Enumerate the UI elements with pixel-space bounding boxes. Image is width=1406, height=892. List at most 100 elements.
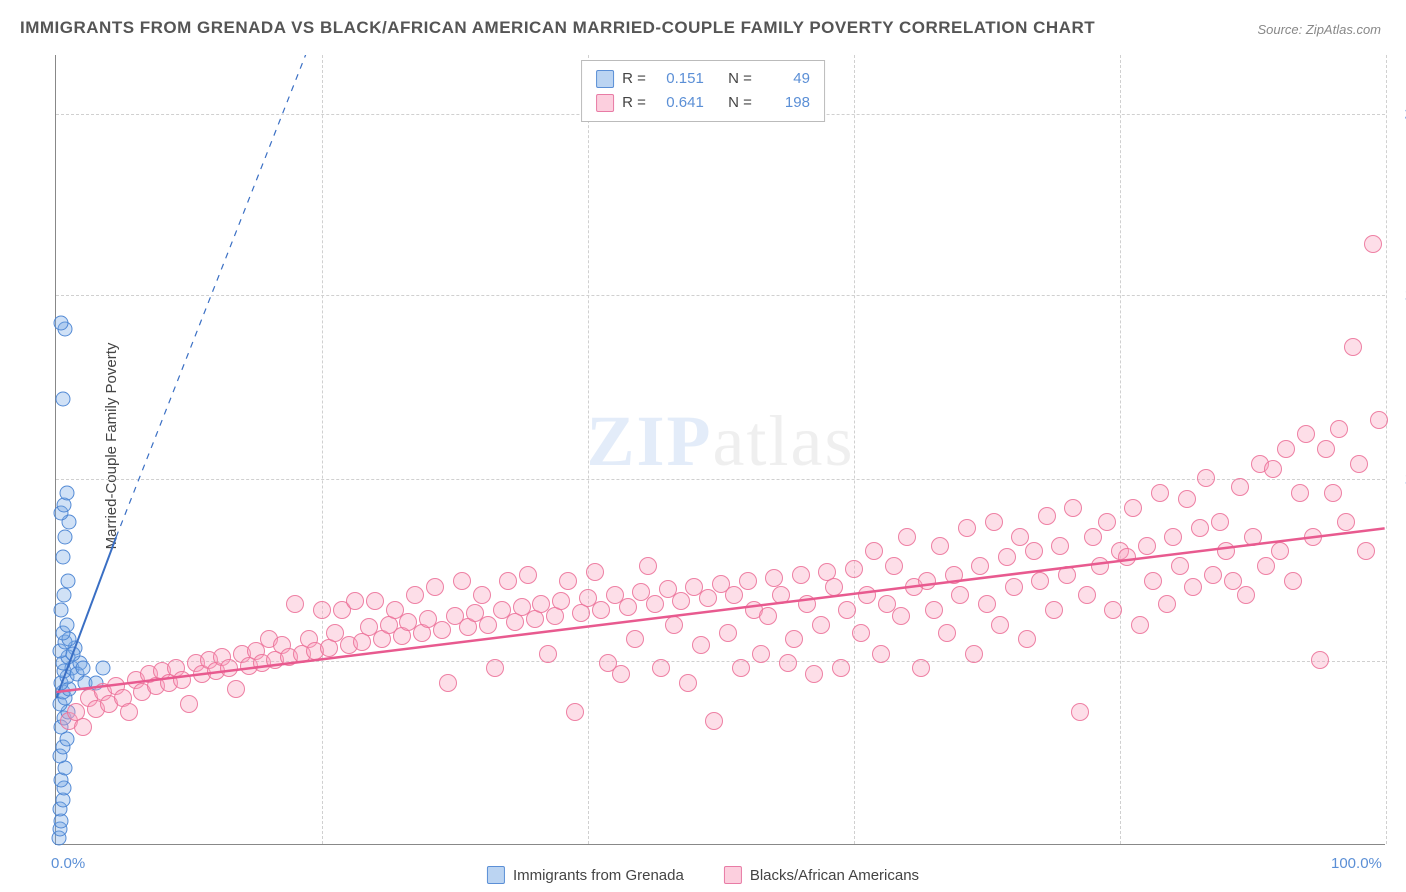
data-point (60, 573, 75, 588)
data-point (439, 674, 457, 692)
data-point (1277, 440, 1295, 458)
data-point (1131, 616, 1149, 634)
data-point (220, 659, 238, 677)
data-point (58, 529, 73, 544)
data-point (998, 548, 1016, 566)
data-point (66, 646, 81, 661)
data-point (1337, 513, 1355, 531)
gridline-v (1120, 55, 1121, 844)
data-point (838, 601, 856, 619)
data-point (1311, 651, 1329, 669)
data-point (1005, 578, 1023, 596)
r-value: 0.641 (654, 91, 704, 115)
data-point (931, 537, 949, 555)
data-point (619, 598, 637, 616)
data-point (951, 586, 969, 604)
data-point (1151, 484, 1169, 502)
data-point (639, 557, 657, 575)
data-point (1231, 478, 1249, 496)
legend-swatch (596, 94, 614, 112)
data-point (1297, 425, 1315, 443)
data-point (1217, 542, 1235, 560)
data-point (1178, 490, 1196, 508)
data-point (1064, 499, 1082, 517)
data-point (892, 607, 910, 625)
data-point (473, 586, 491, 604)
x-tick-label: 0.0% (51, 855, 85, 872)
data-point (752, 645, 770, 663)
watermark: ZIPatlas (587, 400, 855, 483)
data-point (672, 592, 690, 610)
data-point (180, 695, 198, 713)
data-point (1031, 572, 1049, 590)
data-point (406, 586, 424, 604)
gridline-v (1386, 55, 1387, 844)
series-legend: Immigrants from GrenadaBlacks/African Am… (487, 866, 919, 884)
data-point (1244, 528, 1262, 546)
data-point (55, 392, 70, 407)
data-point (1098, 513, 1116, 531)
data-point (1011, 528, 1029, 546)
data-point (366, 592, 384, 610)
data-point (719, 624, 737, 642)
data-point (1357, 542, 1375, 560)
data-point (965, 645, 983, 663)
data-point (759, 607, 777, 625)
data-point (1144, 572, 1162, 590)
data-point (1104, 601, 1122, 619)
data-point (1304, 528, 1322, 546)
n-value: 198 (760, 91, 810, 115)
data-point (346, 592, 364, 610)
data-point (55, 550, 70, 565)
legend-swatch (724, 866, 742, 884)
data-point (1197, 469, 1215, 487)
data-point (519, 566, 537, 584)
data-point (1211, 513, 1229, 531)
data-point (971, 557, 989, 575)
data-point (1058, 566, 1076, 584)
data-point (433, 621, 451, 639)
source-credit: Source: ZipAtlas.com (1257, 22, 1381, 37)
data-point (227, 680, 245, 698)
data-point (732, 659, 750, 677)
stats-legend: R = 0.151 N = 49 R = 0.641 N = 198 (581, 60, 825, 122)
data-point (832, 659, 850, 677)
data-point (705, 712, 723, 730)
gridline-v (588, 55, 589, 844)
data-point (1204, 566, 1222, 584)
data-point (938, 624, 956, 642)
data-point (991, 616, 1009, 634)
data-point (1084, 528, 1102, 546)
data-point (453, 572, 471, 590)
data-point (646, 595, 664, 613)
legend-swatch (596, 70, 614, 88)
data-point (592, 601, 610, 619)
data-point (1051, 537, 1069, 555)
data-point (499, 572, 517, 590)
stats-legend-row: R = 0.641 N = 198 (596, 91, 810, 115)
data-point (679, 674, 697, 692)
data-point (699, 589, 717, 607)
gridline-v (322, 55, 323, 844)
data-point (1317, 440, 1335, 458)
data-point (1237, 586, 1255, 604)
data-point (912, 659, 930, 677)
data-point (1124, 499, 1142, 517)
data-point (1191, 519, 1209, 537)
data-point (566, 703, 584, 721)
data-point (765, 569, 783, 587)
data-point (985, 513, 1003, 531)
data-point (95, 661, 110, 676)
data-point (945, 566, 963, 584)
data-point (785, 630, 803, 648)
data-point (1271, 542, 1289, 560)
data-point (852, 624, 870, 642)
data-point (865, 542, 883, 560)
data-point (858, 586, 876, 604)
data-point (845, 560, 863, 578)
data-point (559, 572, 577, 590)
data-point (1344, 338, 1362, 356)
data-point (75, 661, 90, 676)
data-point (798, 595, 816, 613)
data-point (1118, 548, 1136, 566)
